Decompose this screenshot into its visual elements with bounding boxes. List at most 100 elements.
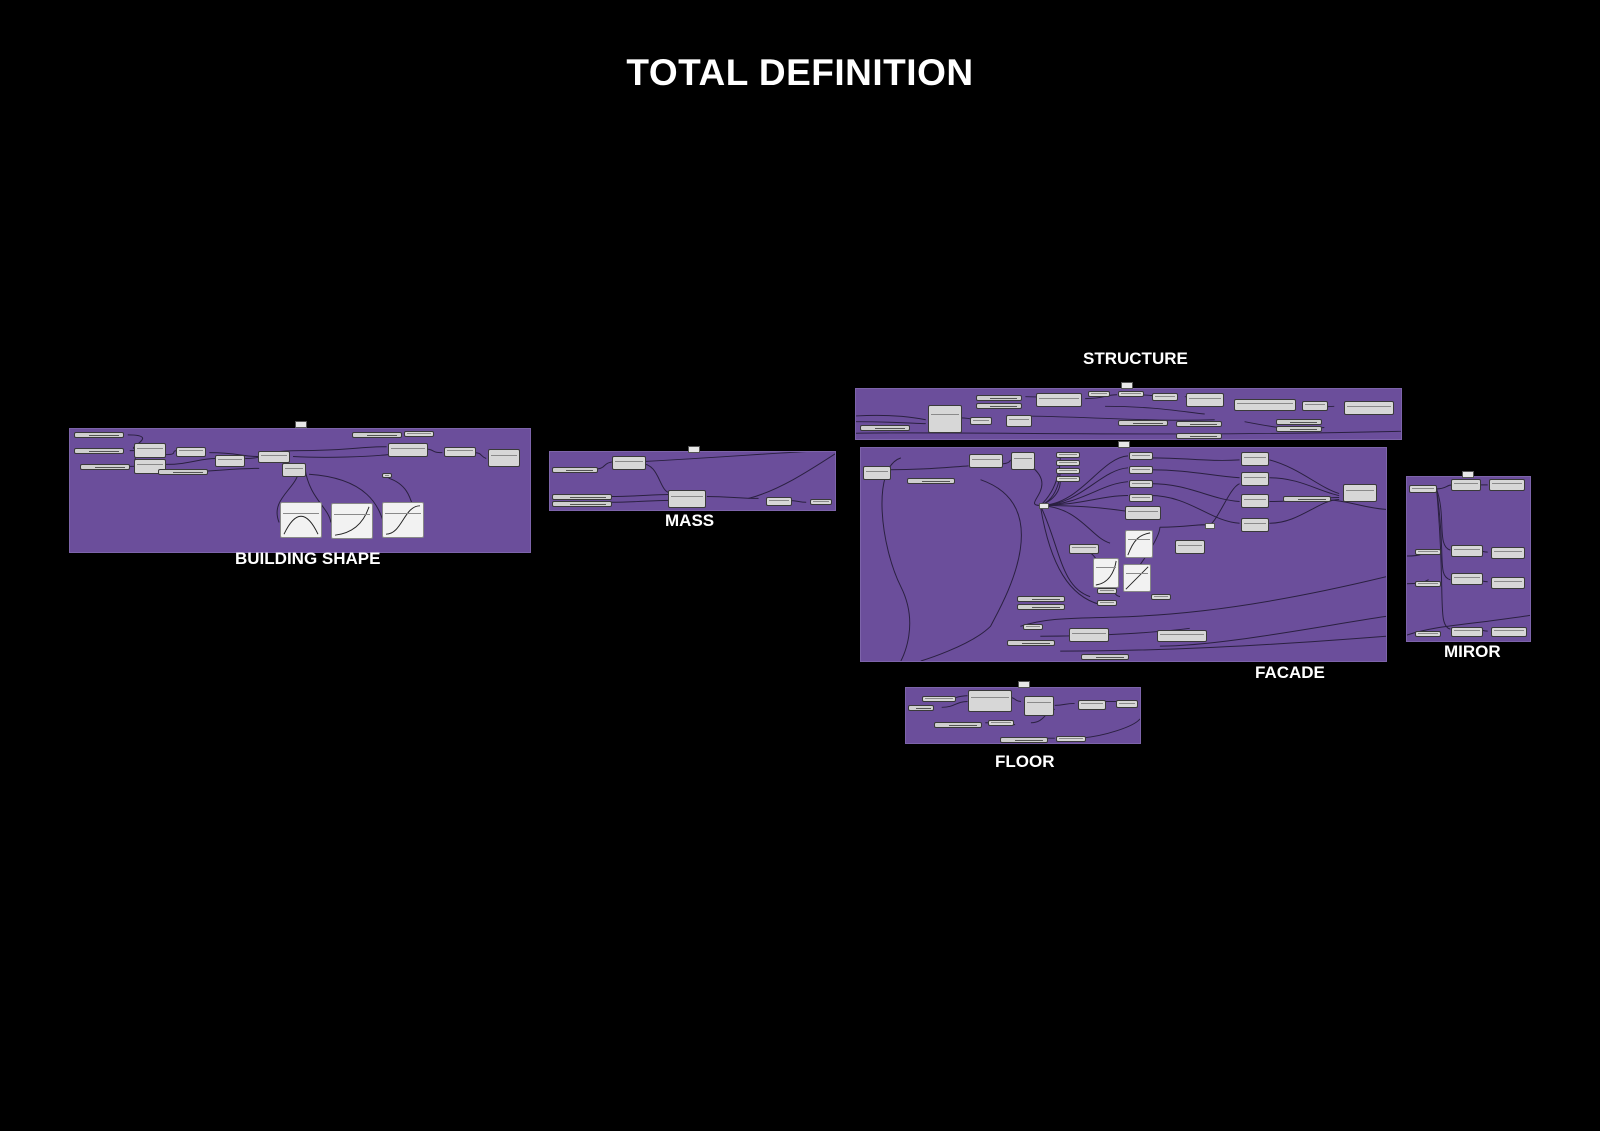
floor-group[interactable] (905, 687, 1141, 744)
scale-node[interactable] (1241, 494, 1269, 508)
output-node[interactable] (1157, 630, 1207, 642)
contour-node[interactable] (968, 690, 1012, 712)
item-node[interactable] (1129, 452, 1153, 460)
facade-group[interactable] (860, 447, 1387, 662)
construct-point-node[interactable] (134, 443, 166, 458)
number-slider[interactable] (1017, 596, 1065, 602)
number-slider[interactable] (1176, 421, 1222, 427)
list-node[interactable] (1011, 452, 1035, 470)
brep-node[interactable] (863, 466, 891, 480)
graph-mapper-node[interactable] (280, 502, 322, 538)
number-slider[interactable] (1283, 496, 1331, 502)
evaluate-node[interactable] (388, 443, 428, 457)
scale-node[interactable] (1241, 452, 1269, 466)
graph-mapper-node[interactable] (1123, 564, 1151, 592)
mirror-node[interactable] (1451, 479, 1481, 491)
bake-node[interactable] (1116, 700, 1138, 708)
item-node[interactable] (1056, 468, 1080, 474)
panel-node[interactable] (1118, 391, 1144, 397)
building-shape-group[interactable] (69, 428, 531, 553)
series-node[interactable] (382, 473, 392, 478)
output-node[interactable] (488, 449, 520, 467)
random-node[interactable] (1097, 588, 1117, 594)
plane-node[interactable] (1415, 581, 1441, 587)
area-node[interactable] (1125, 506, 1161, 520)
cap-node[interactable] (766, 497, 792, 506)
pipe-node[interactable] (1006, 415, 1032, 427)
number-slider[interactable] (552, 501, 612, 507)
loft-node[interactable] (668, 490, 706, 508)
offset-node[interactable] (1234, 399, 1296, 411)
mirror-node[interactable] (1489, 479, 1525, 491)
number-slider[interactable] (976, 403, 1022, 409)
number-slider[interactable] (1176, 433, 1222, 439)
scale-node[interactable] (1241, 518, 1269, 532)
mirror-node[interactable] (1451, 573, 1483, 585)
item-node[interactable] (1056, 460, 1080, 466)
random-node[interactable] (1151, 594, 1171, 600)
number-slider[interactable] (1017, 604, 1065, 610)
graph-mapper-node[interactable] (331, 503, 373, 539)
number-slider[interactable] (80, 464, 130, 470)
number-slider[interactable] (934, 722, 982, 728)
mirror-node[interactable] (1491, 547, 1525, 559)
number-slider[interactable] (908, 705, 934, 711)
graph-mapper-node[interactable] (1125, 530, 1153, 558)
brep-node[interactable] (1409, 485, 1437, 493)
rectangle-node[interactable] (176, 447, 206, 457)
number-slider[interactable] (1118, 420, 1168, 426)
number-slider[interactable] (1007, 640, 1055, 646)
mirror-node[interactable] (1491, 627, 1527, 637)
mesh-node[interactable] (1186, 393, 1224, 407)
merge-node[interactable] (1343, 484, 1377, 502)
number-slider[interactable] (860, 425, 910, 431)
divide-surface-node[interactable] (969, 454, 1003, 468)
number-slider[interactable] (74, 448, 124, 454)
brep-node[interactable] (922, 696, 956, 702)
plane-node[interactable] (1415, 631, 1441, 637)
item-node[interactable] (1056, 452, 1080, 458)
panel-node[interactable] (1056, 736, 1086, 742)
number-slider[interactable] (1081, 654, 1129, 660)
graph-mapper-node[interactable] (1093, 558, 1119, 588)
remap-node[interactable] (1069, 544, 1099, 554)
divide-curve-node[interactable] (258, 451, 290, 463)
mirror-node[interactable] (1491, 577, 1525, 589)
random-node[interactable] (1097, 600, 1117, 606)
mirror-node[interactable] (1451, 627, 1483, 637)
bake-node[interactable] (810, 499, 832, 505)
list-item-node[interactable] (970, 417, 992, 425)
number-slider[interactable] (1276, 426, 1322, 432)
number-slider[interactable] (352, 432, 402, 438)
item-node[interactable] (1129, 466, 1153, 474)
subtract-node[interactable] (1069, 628, 1109, 642)
item-node[interactable] (1129, 480, 1153, 488)
move-node[interactable] (1175, 540, 1205, 554)
relay-node[interactable] (1205, 523, 1215, 529)
plane-node[interactable] (1415, 549, 1441, 555)
extrude-node[interactable] (1078, 700, 1106, 710)
extrude-node[interactable] (612, 456, 646, 470)
number-slider[interactable] (74, 432, 124, 438)
boolean-node[interactable] (1302, 401, 1328, 411)
miror-group[interactable] (1406, 476, 1531, 642)
item-node[interactable] (1056, 476, 1080, 482)
number-slider[interactable] (158, 469, 208, 475)
number-slider[interactable] (552, 467, 598, 473)
item-node[interactable] (1129, 494, 1153, 502)
range-node[interactable] (282, 463, 306, 477)
number-slider[interactable] (976, 395, 1022, 401)
panel-node[interactable] (1088, 391, 1110, 397)
relay-node[interactable] (1039, 503, 1049, 509)
boundary-surface-node[interactable] (1024, 696, 1054, 716)
number-slider[interactable] (1276, 419, 1322, 425)
contour-node[interactable] (928, 405, 962, 433)
mirror-node[interactable] (1451, 545, 1483, 557)
output-node[interactable] (1344, 401, 1394, 415)
number-slider[interactable] (552, 494, 612, 500)
structure-group[interactable] (855, 388, 1402, 440)
join-node[interactable] (1152, 393, 1178, 401)
move-node[interactable] (444, 447, 476, 457)
vector-node[interactable] (988, 720, 1014, 726)
panel-node[interactable] (404, 431, 434, 437)
